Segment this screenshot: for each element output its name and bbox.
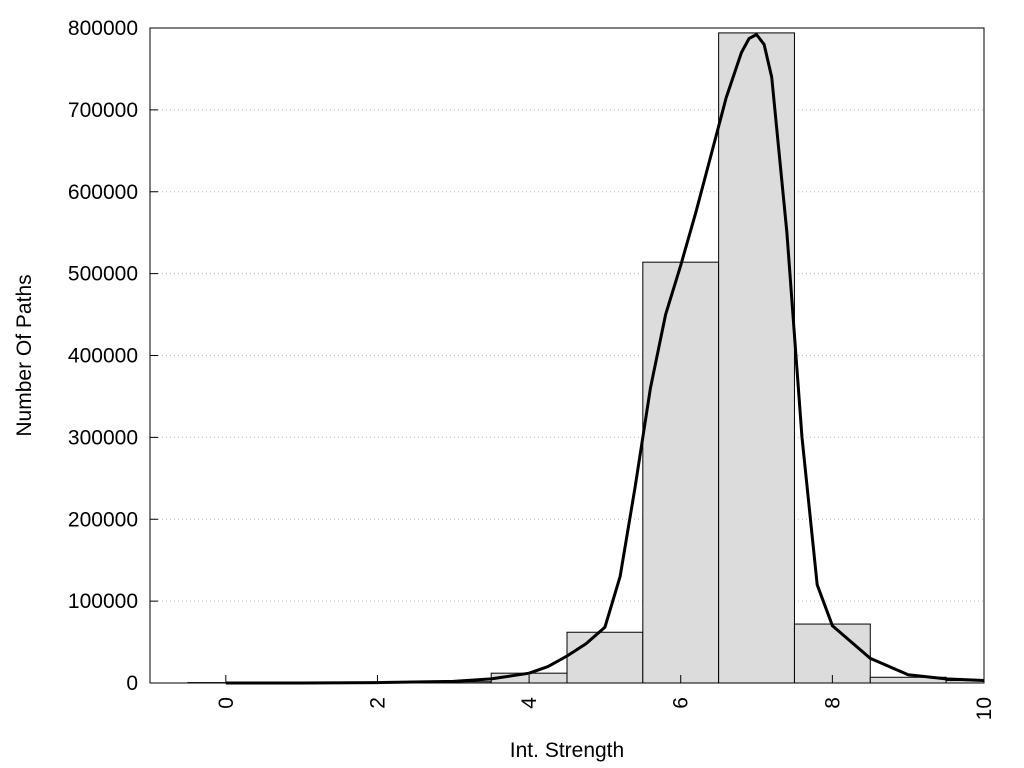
x-axis-title: Int. Strength bbox=[510, 739, 624, 762]
y-axis-title: Number Of Paths bbox=[13, 274, 36, 436]
y-tick-label: 500000 bbox=[68, 263, 138, 286]
histogram-bar bbox=[793, 623, 871, 684]
y-axis-ticks: 0 100000 200000 300000 400000 500000 600000 700… bbox=[68, 17, 158, 695]
x-tick-label: 4 bbox=[518, 697, 541, 709]
x-tick-label: 0 bbox=[215, 697, 238, 709]
y-tick-label: 600000 bbox=[68, 181, 138, 204]
x-axis-ticks: 0 2 4 6 8 10 bbox=[215, 675, 996, 720]
y-tick-label: 100000 bbox=[68, 590, 138, 613]
y-tick-label: 400000 bbox=[68, 345, 138, 368]
x-tick-label: 2 bbox=[366, 697, 389, 709]
y-tick-label: 200000 bbox=[68, 508, 138, 531]
x-tick-label: 6 bbox=[670, 697, 693, 709]
histogram-bar bbox=[718, 32, 795, 684]
grid-lines bbox=[150, 109, 984, 602]
y-tick-label: 300000 bbox=[68, 426, 138, 449]
bar-series bbox=[187, 32, 985, 684]
x-tick-label: 8 bbox=[821, 697, 844, 709]
y-tick-label: 800000 bbox=[68, 17, 138, 40]
y-tick-label: 700000 bbox=[68, 99, 138, 122]
fit-curve-line bbox=[225, 33, 985, 685]
histogram-bar bbox=[566, 631, 644, 684]
x-tick-label: 10 bbox=[973, 697, 996, 720]
histogram-bar bbox=[642, 261, 720, 684]
y-tick-label: 0 bbox=[126, 672, 138, 695]
